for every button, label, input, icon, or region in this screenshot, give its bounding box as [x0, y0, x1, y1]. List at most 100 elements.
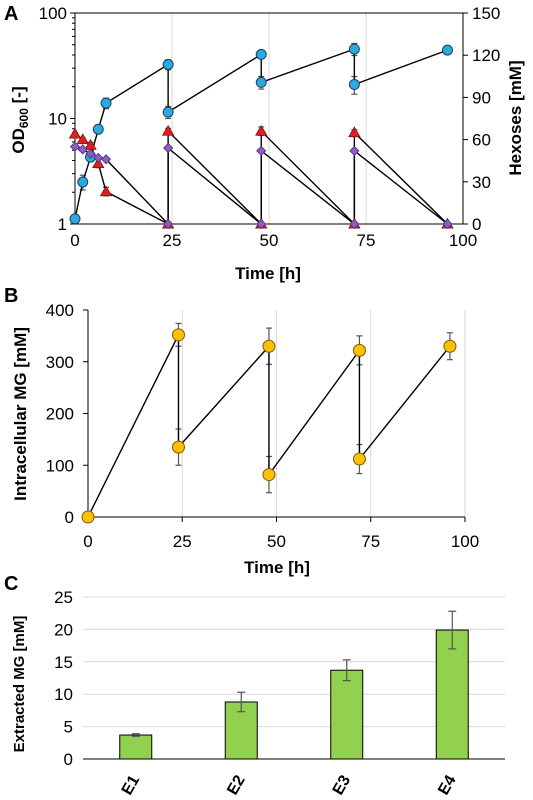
panel-a-data-point	[255, 76, 267, 88]
od-unit: [-]	[9, 86, 28, 108]
panel-c-grid	[83, 596, 505, 728]
panel-c-y-tick-label: 10	[54, 685, 73, 704]
panel-label-b: B	[4, 285, 18, 307]
panel-a-right-tick-label: 0	[472, 215, 481, 234]
panel-a-data-point	[77, 176, 89, 188]
panel-b-y-tick-label: 400	[46, 301, 74, 320]
panel-a-x-tick-label: 75	[357, 231, 376, 250]
panel-b-data-point	[262, 468, 276, 482]
panel-a-data-point	[256, 145, 267, 156]
panel-a-data-point	[68, 127, 82, 139]
panel-c-y-tick-label: 20	[54, 620, 73, 639]
panel-label-a: A	[4, 3, 18, 25]
panel-b-y-tick-label: 200	[46, 405, 74, 424]
panel-c-category-label: E2	[224, 772, 249, 798]
panel-c-bar	[119, 734, 153, 760]
panel-b-x-tick-label: 100	[451, 532, 479, 551]
panel-a-data-point	[163, 218, 174, 230]
panel-a-right-tick-label: 30	[472, 173, 491, 192]
panel-c-bar	[330, 669, 364, 760]
panel-b-lines	[87, 334, 451, 518]
panel-b-chart: 0 25 50 75 100 0 100 200 300 400 Time [h] Intrace…	[11, 301, 479, 577]
panel-a-grid	[171, 13, 367, 224]
panel-a-right-tick-label: 150	[472, 4, 500, 23]
panel-a-right-tick-label: 90	[472, 88, 491, 107]
panel-c-ticks: 0 5 10 15 20 25 E1 E2 E3 E4	[54, 588, 460, 798]
panel-b-grid	[181, 310, 466, 517]
panel-b-y-axis-title: Intracellular MG [mM]	[11, 327, 30, 501]
panel-b-series-line	[87, 334, 451, 518]
panel-a-data-point	[162, 58, 174, 70]
panel-a-data-point	[441, 44, 453, 56]
panel-a-data-point	[162, 106, 174, 118]
panel-a-data-point	[256, 218, 267, 230]
panel-a-data-point	[349, 218, 360, 230]
panel-b-y-tick-label: 0	[65, 508, 74, 527]
panel-a-left-axis-title: OD600 [-]	[9, 86, 31, 153]
panel-a-data-point	[255, 124, 268, 136]
panel-a-data-point	[69, 141, 81, 152]
panel-b-x-axis-title: Time [h]	[244, 558, 310, 577]
panel-a-data-point	[85, 148, 96, 159]
panel-a-data-point	[163, 142, 174, 154]
panel-c-category-label: E3	[330, 772, 355, 798]
panel-a-left-tick-label: 10	[48, 110, 67, 129]
panel-a-right-axis-title: Hexoses [mM]	[506, 60, 525, 175]
panel-a-right-tick-label: 120	[472, 46, 500, 65]
panel-b-data-point	[352, 343, 366, 357]
panel-c-y-tick-label: 0	[64, 750, 73, 769]
panel-a-data-point	[77, 144, 88, 155]
panel-a-data-point	[348, 43, 360, 55]
panel-b-y-tick-label: 300	[46, 353, 74, 372]
panel-c-bars	[119, 610, 469, 760]
panel-b-data-point	[171, 440, 185, 454]
panel-b-ticks: 0 25 50 75 100 0 100 200 300 400	[46, 301, 480, 551]
panel-a-x-axis-title: Time [h]	[235, 264, 301, 283]
panel-a-data-point	[100, 154, 112, 165]
panel-a-series-line	[74, 145, 448, 226]
panel-c-y-tick-label: 25	[54, 588, 73, 607]
od-subscript: 600	[17, 108, 31, 128]
panel-a-data-point	[99, 185, 113, 197]
panel-b-data-point	[81, 510, 95, 524]
panel-b-error-bars	[175, 322, 453, 494]
panel-c-category-label: E1	[119, 772, 144, 798]
panel-b-x-tick-label: 0	[83, 532, 92, 551]
panel-b-data-point	[352, 452, 366, 466]
panel-a-data-point	[93, 152, 104, 163]
panel-a-data-point	[100, 97, 112, 109]
panel-c-y-tick-label: 15	[54, 653, 73, 672]
panel-a-data-point	[442, 218, 453, 230]
panel-c-y-tick-label: 5	[64, 718, 73, 737]
panel-a-x-tick-label: 0	[70, 231, 79, 250]
panel-b-y-tick-label: 100	[46, 456, 74, 475]
panel-a-data-point	[255, 48, 267, 60]
panel-b-x-tick-label: 75	[361, 532, 380, 551]
panel-b-data-point	[262, 339, 276, 353]
panel-a-lines	[74, 48, 448, 226]
panel-a-left-tick-label: 1	[58, 215, 67, 234]
panel-b-data-point	[443, 339, 457, 353]
panel-c-y-axis-title: Extracted MG [mM]	[11, 616, 28, 753]
panel-a-data-point	[92, 123, 104, 135]
panel-a-left-tick-label: 100	[39, 4, 67, 23]
panel-a-data-point	[348, 79, 360, 91]
panel-b-x-tick-label: 50	[267, 532, 286, 551]
panel-a-x-tick-label: 25	[163, 231, 182, 250]
panel-a-data-point	[161, 124, 175, 136]
panel-b-x-tick-label: 25	[173, 532, 192, 551]
panel-b-markers	[81, 328, 457, 524]
panel-a-markers	[68, 43, 454, 230]
panel-c-category-label: E4	[435, 772, 460, 798]
panel-b-data-point	[171, 328, 185, 342]
panel-a-right-tick-label: 60	[472, 131, 491, 150]
panel-a-x-tick-label: 100	[449, 231, 477, 250]
panel-a-data-point	[349, 145, 360, 156]
panel-a-x-tick-label: 50	[260, 231, 279, 250]
panel-a-data-point	[76, 133, 89, 145]
panel-c-chart: 0 5 10 15 20 25 E1 E2 E3 E4 Extracted MG [mM]	[11, 588, 505, 798]
panel-a-data-point	[69, 213, 81, 225]
